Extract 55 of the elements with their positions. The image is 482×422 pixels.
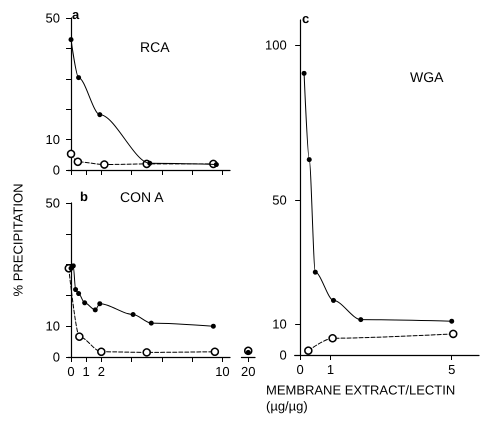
point <box>312 270 318 275</box>
point <box>75 332 84 341</box>
point <box>130 312 136 317</box>
point <box>328 334 337 342</box>
point <box>142 348 151 357</box>
annotation: WGA <box>410 69 444 85</box>
point <box>302 70 307 76</box>
point <box>82 300 88 306</box>
annotation: RCA <box>140 39 170 55</box>
point <box>147 160 152 166</box>
x-tick-label: 0 <box>296 362 304 377</box>
y-tick-label: 0 <box>52 162 60 178</box>
point <box>358 317 364 322</box>
point <box>304 346 313 355</box>
point <box>76 291 82 296</box>
x-tick-label: 1 <box>326 362 334 377</box>
annotation: a <box>72 7 80 22</box>
y-tick-label: 100 <box>264 37 287 52</box>
x-axis-title: MEMBRANE EXTRACT/LECTIN (µg/µg) <box>266 382 459 414</box>
point <box>210 348 220 356</box>
annotation: CON A <box>120 189 164 205</box>
x-tick-label: 5 <box>448 362 456 377</box>
y-tick-label: 10 <box>46 132 60 148</box>
point <box>210 324 216 329</box>
y-axis-title: % PRECIPITATION <box>10 184 26 296</box>
y-tick-label: 0 <box>52 350 60 364</box>
point <box>148 320 154 326</box>
y-tick-label: 10 <box>46 318 60 334</box>
point <box>74 158 82 166</box>
point <box>448 330 458 338</box>
point <box>330 298 336 303</box>
y-tick-label: 50 <box>46 196 60 210</box>
point <box>92 307 98 312</box>
point <box>449 318 454 324</box>
point <box>97 301 102 306</box>
point <box>66 150 76 158</box>
y-tick-label: 0 <box>279 348 287 362</box>
point <box>73 287 78 292</box>
point <box>306 157 312 162</box>
point <box>76 75 82 80</box>
annotation: b <box>80 189 88 204</box>
x-tick-label: 0 <box>67 364 75 379</box>
annotation: c <box>302 11 310 26</box>
point <box>214 162 219 168</box>
x-tick-label: 10 <box>215 364 230 379</box>
y-tick-label: 10 <box>272 316 287 332</box>
point <box>97 112 102 118</box>
x-tick-label: 1 <box>82 364 90 379</box>
y-tick-label: 50 <box>272 192 287 208</box>
x-tick-label: 2 <box>98 364 105 379</box>
y-tick-label: 50 <box>46 10 60 26</box>
x-tick-label: 20 <box>240 364 256 379</box>
point <box>100 160 109 169</box>
point <box>68 37 74 42</box>
point <box>97 348 106 356</box>
